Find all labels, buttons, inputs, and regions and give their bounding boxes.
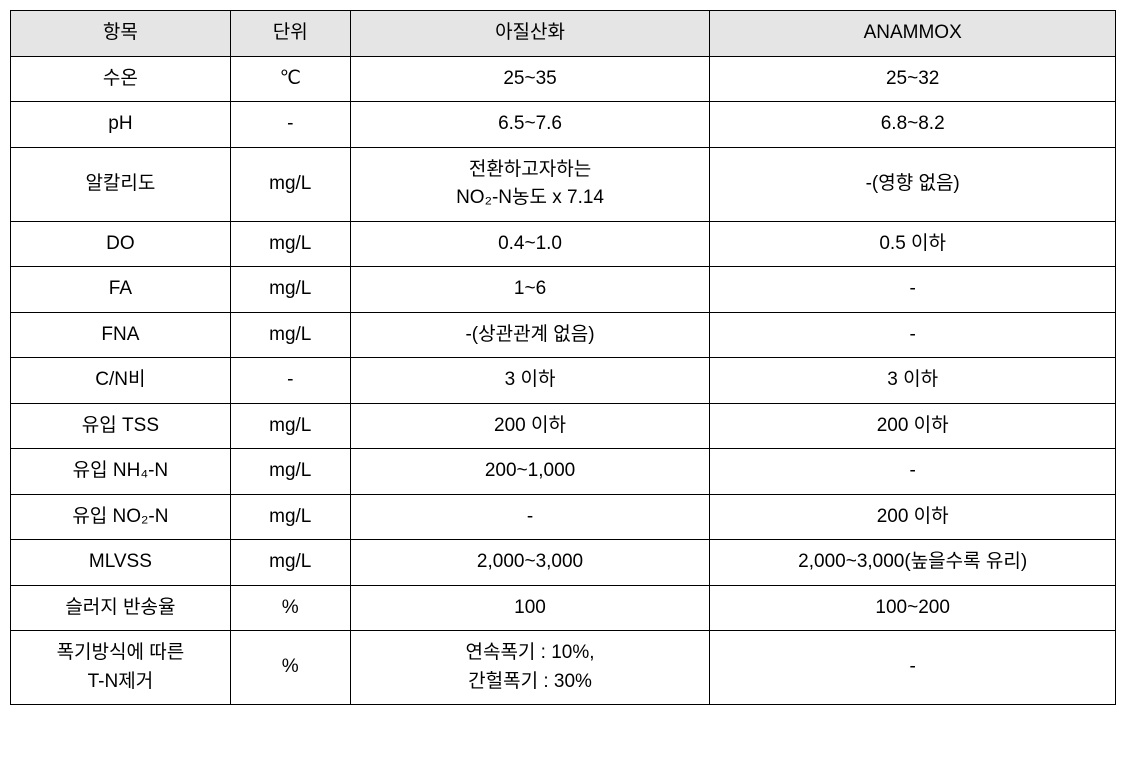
table-row: 유입 NH₄-Nmg/L200~1,000- bbox=[11, 449, 1116, 495]
cell-anammox: 200 이하 bbox=[710, 494, 1116, 540]
cell-unit: mg/L bbox=[230, 312, 350, 358]
cell-nitritation: - bbox=[350, 494, 710, 540]
cell-item: 슬러지 반송율 bbox=[11, 585, 231, 631]
cell-item: C/N비 bbox=[11, 358, 231, 404]
cell-nitritation: 0.4~1.0 bbox=[350, 221, 710, 267]
cell-nitritation: 연속폭기 : 10%, 간헐폭기 : 30% bbox=[350, 631, 710, 705]
cell-nitritation: 25~35 bbox=[350, 56, 710, 102]
cell-nitritation: 200~1,000 bbox=[350, 449, 710, 495]
cell-item: 유입 TSS bbox=[11, 403, 231, 449]
cell-unit: % bbox=[230, 631, 350, 705]
cell-item: 수온 bbox=[11, 56, 231, 102]
table-body: 수온℃25~3525~32pH-6.5~7.66.8~8.2알칼리도mg/L전환… bbox=[11, 56, 1116, 705]
cell-item: DO bbox=[11, 221, 231, 267]
cell-anammox: - bbox=[710, 267, 1116, 313]
cell-item: 폭기방식에 따른 T-N제거 bbox=[11, 631, 231, 705]
cell-anammox: -(영향 없음) bbox=[710, 147, 1116, 221]
table-row: MLVSSmg/L2,000~3,0002,000~3,000(높을수록 유리) bbox=[11, 540, 1116, 586]
table-row: pH-6.5~7.66.8~8.2 bbox=[11, 102, 1116, 148]
table-row: FAmg/L1~6- bbox=[11, 267, 1116, 313]
cell-unit: mg/L bbox=[230, 403, 350, 449]
cell-unit: % bbox=[230, 585, 350, 631]
cell-item: pH bbox=[11, 102, 231, 148]
cell-nitritation: 1~6 bbox=[350, 267, 710, 313]
header-unit: 단위 bbox=[230, 11, 350, 57]
cell-unit: mg/L bbox=[230, 147, 350, 221]
table-row: 폭기방식에 따른 T-N제거%연속폭기 : 10%, 간헐폭기 : 30%- bbox=[11, 631, 1116, 705]
cell-unit: mg/L bbox=[230, 221, 350, 267]
table-row: 유입 NO₂-Nmg/L-200 이하 bbox=[11, 494, 1116, 540]
header-nitritation: 아질산화 bbox=[350, 11, 710, 57]
cell-anammox: 0.5 이하 bbox=[710, 221, 1116, 267]
table-row: 슬러지 반송율%100100~200 bbox=[11, 585, 1116, 631]
table-row: 수온℃25~3525~32 bbox=[11, 56, 1116, 102]
table-row: C/N비-3 이하3 이하 bbox=[11, 358, 1116, 404]
cell-anammox: 25~32 bbox=[710, 56, 1116, 102]
cell-anammox: - bbox=[710, 449, 1116, 495]
cell-anammox: 100~200 bbox=[710, 585, 1116, 631]
cell-unit: mg/L bbox=[230, 540, 350, 586]
cell-unit: mg/L bbox=[230, 449, 350, 495]
cell-nitritation: 100 bbox=[350, 585, 710, 631]
cell-anammox: - bbox=[710, 312, 1116, 358]
table-header-row: 항목 단위 아질산화 ANAMMOX bbox=[11, 11, 1116, 57]
parameters-table: 항목 단위 아질산화 ANAMMOX 수온℃25~3525~32pH-6.5~7… bbox=[10, 10, 1116, 705]
table-row: DOmg/L0.4~1.00.5 이하 bbox=[11, 221, 1116, 267]
cell-anammox: 2,000~3,000(높을수록 유리) bbox=[710, 540, 1116, 586]
cell-nitritation: -(상관관계 없음) bbox=[350, 312, 710, 358]
header-item: 항목 bbox=[11, 11, 231, 57]
table-row: FNAmg/L-(상관관계 없음)- bbox=[11, 312, 1116, 358]
cell-unit: mg/L bbox=[230, 267, 350, 313]
cell-item: 유입 NO₂-N bbox=[11, 494, 231, 540]
cell-item: FA bbox=[11, 267, 231, 313]
cell-anammox: 200 이하 bbox=[710, 403, 1116, 449]
cell-item: 알칼리도 bbox=[11, 147, 231, 221]
cell-nitritation: 200 이하 bbox=[350, 403, 710, 449]
cell-unit: ℃ bbox=[230, 56, 350, 102]
cell-nitritation: 전환하고자하는 NO₂-N농도 x 7.14 bbox=[350, 147, 710, 221]
cell-item: FNA bbox=[11, 312, 231, 358]
cell-anammox: 3 이하 bbox=[710, 358, 1116, 404]
cell-nitritation: 2,000~3,000 bbox=[350, 540, 710, 586]
cell-unit: mg/L bbox=[230, 494, 350, 540]
cell-nitritation: 3 이하 bbox=[350, 358, 710, 404]
cell-nitritation: 6.5~7.6 bbox=[350, 102, 710, 148]
header-anammox: ANAMMOX bbox=[710, 11, 1116, 57]
cell-unit: - bbox=[230, 358, 350, 404]
cell-anammox: - bbox=[710, 631, 1116, 705]
cell-item: 유입 NH₄-N bbox=[11, 449, 231, 495]
table-row: 알칼리도mg/L전환하고자하는 NO₂-N농도 x 7.14-(영향 없음) bbox=[11, 147, 1116, 221]
cell-unit: - bbox=[230, 102, 350, 148]
table-row: 유입 TSSmg/L200 이하200 이하 bbox=[11, 403, 1116, 449]
cell-anammox: 6.8~8.2 bbox=[710, 102, 1116, 148]
cell-item: MLVSS bbox=[11, 540, 231, 586]
